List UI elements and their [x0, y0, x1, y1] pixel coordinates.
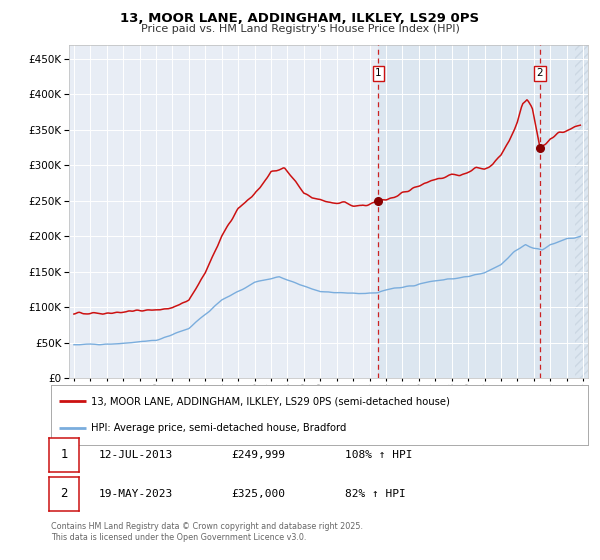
Text: 19-MAY-2023: 19-MAY-2023: [99, 489, 173, 499]
Text: Contains HM Land Registry data © Crown copyright and database right 2025.: Contains HM Land Registry data © Crown c…: [51, 522, 363, 531]
Text: 13, MOOR LANE, ADDINGHAM, ILKLEY, LS29 0PS (semi-detached house): 13, MOOR LANE, ADDINGHAM, ILKLEY, LS29 0…: [91, 396, 450, 406]
Bar: [379, 45, 600, 378]
Text: 2: 2: [537, 68, 544, 78]
Text: Price paid vs. HM Land Registry's House Price Index (HPI): Price paid vs. HM Land Registry's House …: [140, 24, 460, 34]
Text: This data is licensed under the Open Government Licence v3.0.: This data is licensed under the Open Gov…: [51, 533, 307, 542]
Text: £249,999: £249,999: [231, 450, 285, 460]
Text: 1: 1: [375, 68, 382, 78]
Text: 82% ↑ HPI: 82% ↑ HPI: [345, 489, 406, 499]
Text: 13, MOOR LANE, ADDINGHAM, ILKLEY, LS29 0PS: 13, MOOR LANE, ADDINGHAM, ILKLEY, LS29 0…: [121, 12, 479, 25]
Text: 108% ↑ HPI: 108% ↑ HPI: [345, 450, 413, 460]
Text: HPI: Average price, semi-detached house, Bradford: HPI: Average price, semi-detached house,…: [91, 423, 347, 433]
Text: 1: 1: [61, 448, 68, 461]
Text: 2: 2: [61, 487, 68, 501]
Text: 12-JUL-2013: 12-JUL-2013: [99, 450, 173, 460]
Bar: [575, 45, 600, 378]
Text: £325,000: £325,000: [231, 489, 285, 499]
